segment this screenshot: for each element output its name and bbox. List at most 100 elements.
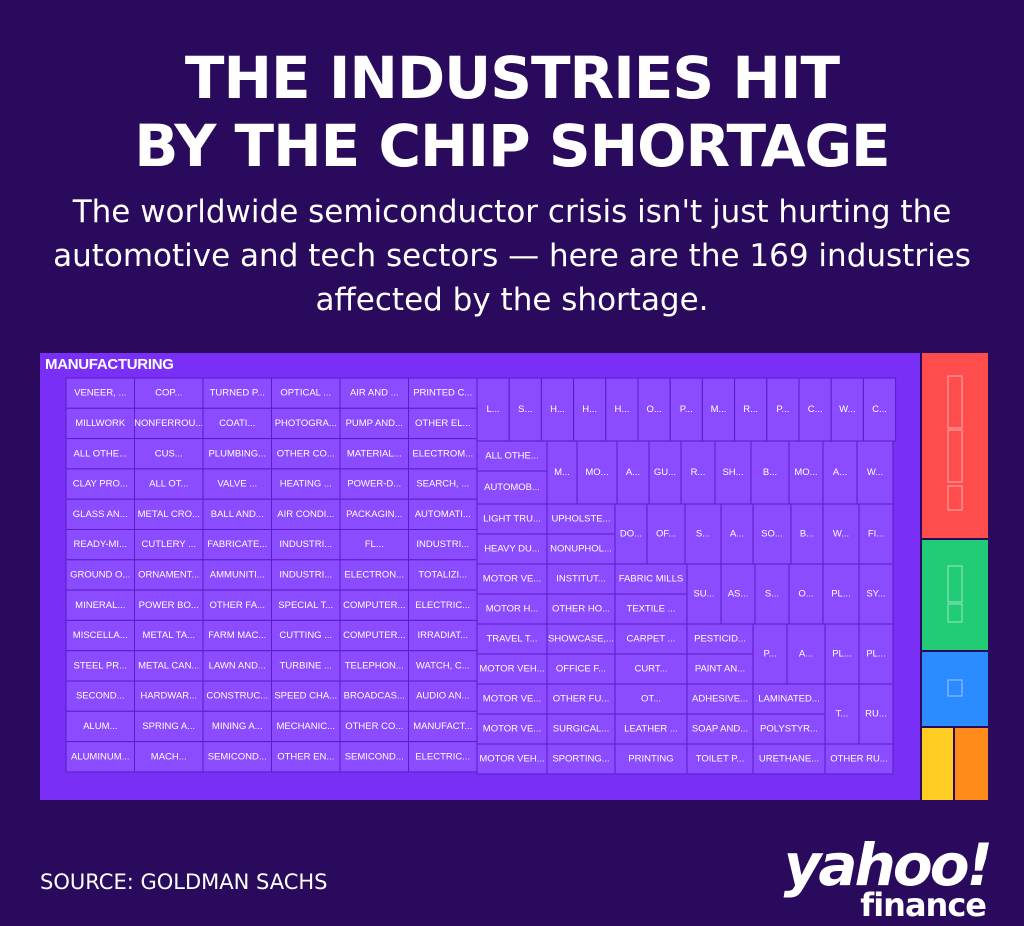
source-note: SOURCE: GOLDMAN SACHS (40, 870, 328, 894)
treemap-cell (476, 683, 548, 715)
treemap-cell (134, 650, 204, 682)
treemap-cell (788, 563, 824, 625)
treemap-cell (684, 503, 722, 565)
sector-red-subcell (947, 375, 963, 429)
treemap-cell (408, 498, 478, 531)
treemap-cell (408, 619, 478, 652)
treemap-cell (408, 589, 478, 621)
page-title-line-1: THE INDUSTRIES HIT (184, 44, 840, 112)
treemap-cell (720, 563, 756, 625)
treemap-cell (408, 680, 478, 712)
treemap-cell (271, 741, 341, 773)
treemap-cell (65, 498, 135, 531)
treemap-cell (339, 529, 409, 561)
sector-blue-subcell (947, 679, 963, 697)
treemap-cell (65, 589, 135, 621)
treemap-cell (202, 498, 272, 531)
treemap-cell (546, 683, 616, 715)
treemap-cell (648, 440, 682, 505)
treemap-cell (824, 683, 860, 745)
sector-green-subcell (947, 603, 963, 623)
treemap-cell (271, 589, 341, 621)
treemap-cell (339, 468, 409, 500)
treemap-cell (546, 440, 578, 505)
treemap-cell (546, 503, 616, 535)
treemap-cell (734, 377, 768, 442)
treemap-cell (202, 650, 272, 682)
yahoo-finance-logo: yahoo! finance (760, 831, 993, 925)
treemap-cell (680, 440, 716, 505)
treemap-cell (339, 680, 409, 712)
page-title-line-2: BY THE CHIP SHORTAGE (134, 112, 890, 180)
sector-yellow (922, 728, 953, 800)
treemap-cell (339, 438, 409, 470)
treemap-cell (614, 653, 688, 685)
treemap-cell (546, 713, 616, 745)
treemap-cell (822, 440, 858, 505)
treemap-cell (134, 468, 204, 500)
treemap-cell (271, 498, 341, 531)
treemap-cell (646, 503, 686, 565)
treemap-cell (714, 440, 752, 505)
sector-red-subcell (947, 485, 963, 511)
treemap-cell (614, 563, 688, 595)
sector-red (922, 353, 988, 538)
treemap-cell (476, 743, 548, 775)
treemap-cell (546, 593, 616, 625)
treemap-cell (271, 559, 341, 591)
treemap-cell (271, 468, 341, 500)
treemap-cell (822, 563, 860, 625)
treemap-cell (862, 377, 897, 442)
treemap-cell (408, 377, 478, 409)
treemap-cell (202, 741, 272, 773)
treemap-cell (788, 440, 824, 505)
treemap-cell (271, 377, 341, 409)
treemap-cell (858, 503, 894, 565)
treemap-cell (790, 503, 824, 565)
treemap-cell (614, 503, 648, 565)
treemap-cell (134, 498, 204, 531)
treemap-cell (686, 713, 754, 745)
treemap-cell (858, 623, 894, 685)
treemap-cell (339, 498, 409, 531)
treemap-cell (686, 563, 722, 625)
logo-wordmark: yahoo! (783, 831, 993, 899)
page-subtitle: The worldwide semiconductor crisis isn't… (53, 194, 971, 318)
treemap-cell (637, 377, 671, 442)
sector-green-subcell (947, 565, 963, 603)
treemap-cell (752, 683, 826, 715)
treemap-cell (202, 710, 272, 743)
treemap-cell (339, 710, 409, 743)
treemap-cell (134, 438, 204, 470)
treemap-cell (858, 683, 894, 745)
treemap-cell (65, 529, 135, 561)
treemap-cell (686, 743, 754, 775)
treemap-cell (752, 503, 792, 565)
treemap-cell (546, 653, 616, 685)
treemap-cell (339, 589, 409, 621)
treemap-cell (65, 680, 135, 712)
treemap-cell (134, 710, 204, 743)
treemap-cell (476, 563, 548, 595)
sector-blue (922, 652, 988, 726)
treemap-cell (271, 529, 341, 561)
treemap-cell (202, 680, 272, 712)
logo-subword: finance (860, 886, 987, 924)
treemap-cell (476, 470, 548, 505)
treemap-cell (408, 650, 478, 682)
treemap-cell (65, 741, 135, 773)
treemap-cell (614, 623, 688, 655)
treemap-cell (686, 683, 754, 715)
treemap-cell (271, 407, 341, 440)
treemap-cell (339, 741, 409, 773)
treemap-cell (546, 533, 616, 565)
treemap-cell (614, 593, 688, 625)
treemap-cell (202, 377, 272, 409)
manufacturing-group-label: MANUFACTURING (45, 356, 174, 373)
treemap-cell (408, 438, 478, 470)
treemap-cell (339, 407, 409, 440)
treemap-cell (408, 741, 478, 773)
treemap-cell (766, 377, 800, 442)
treemap-cell (202, 559, 272, 591)
treemap-cell (134, 559, 204, 591)
